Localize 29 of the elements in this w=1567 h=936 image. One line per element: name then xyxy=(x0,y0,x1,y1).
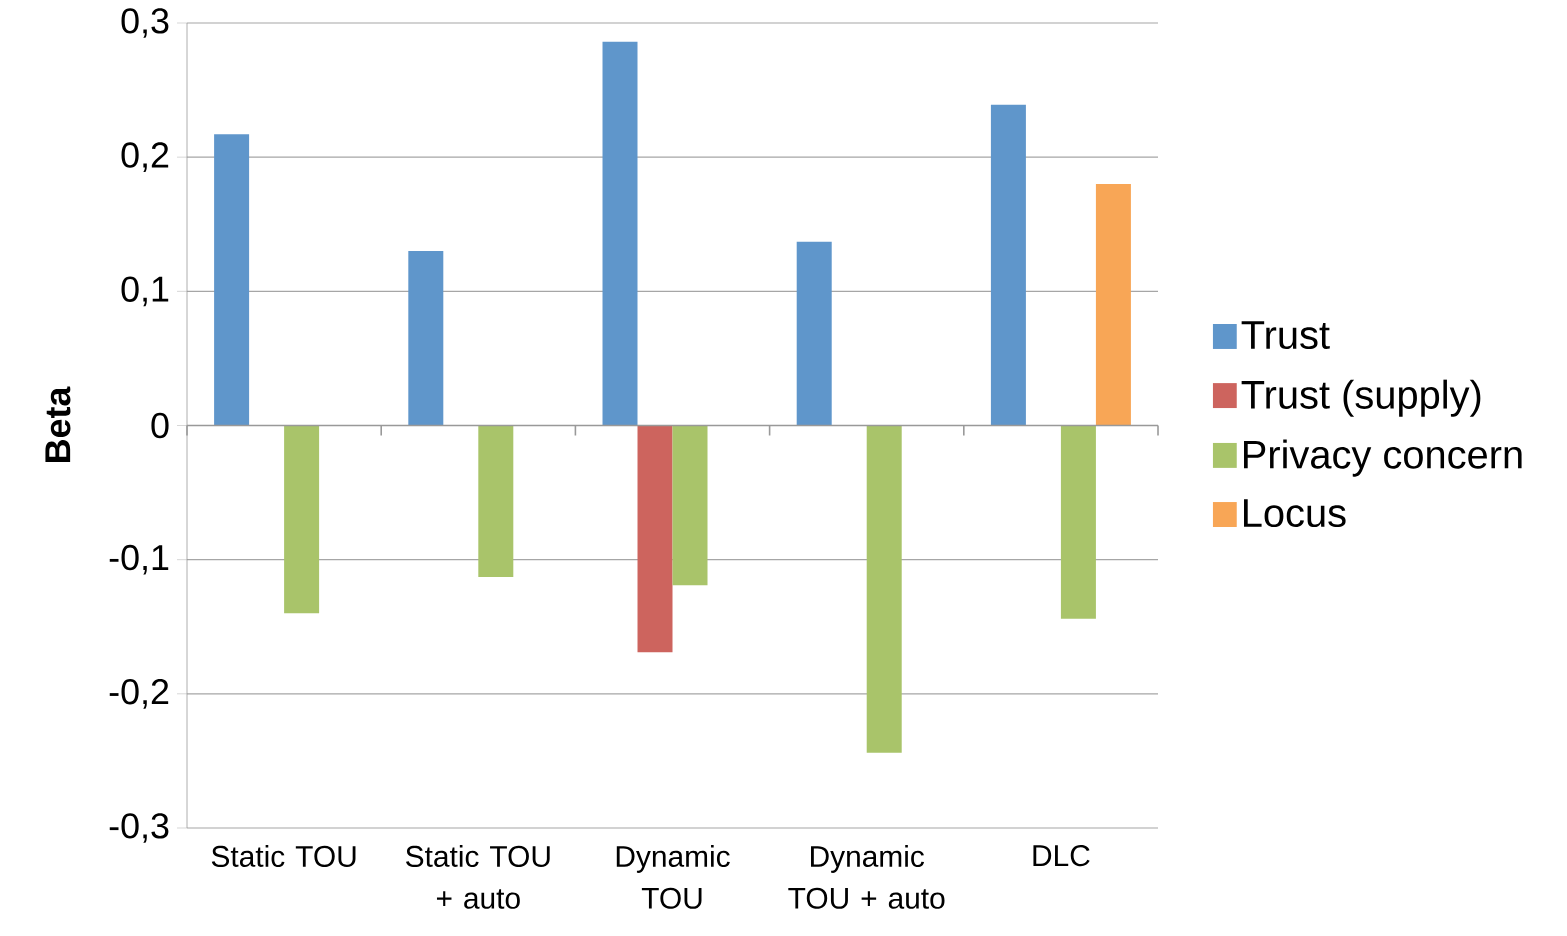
legend-label: Privacy concern xyxy=(1244,439,1522,477)
bar xyxy=(637,425,673,653)
bar xyxy=(990,104,1026,426)
x-tick-label: Static TOU xyxy=(211,845,356,867)
x-tick-label: Dynamic TOU xyxy=(616,845,730,909)
bar xyxy=(284,425,320,614)
x-tick-label: Dynamic TOU + auto xyxy=(788,845,945,909)
legend-label: Trust (supply) xyxy=(1241,379,1481,417)
y-tick-label: 0 xyxy=(151,412,169,439)
bar xyxy=(1095,184,1131,426)
bar xyxy=(408,251,444,426)
bar xyxy=(866,425,902,753)
legend-label: Trust xyxy=(1241,321,1330,350)
x-tick-label: DLC xyxy=(1033,845,1090,867)
legend-label: Locus xyxy=(1244,499,1346,528)
bar xyxy=(214,134,250,426)
bar xyxy=(796,241,832,426)
bar xyxy=(478,425,514,578)
bar xyxy=(672,425,708,586)
bar xyxy=(602,41,638,426)
y-tick-label: -0,3 xyxy=(109,813,169,843)
y-tick-label: 0,1 xyxy=(121,276,169,307)
y-tick-label: 0,2 xyxy=(121,142,169,172)
y-tick-label: -0,1 xyxy=(109,544,169,575)
y-tick-label: 0,3 xyxy=(121,8,169,38)
bar xyxy=(1060,425,1096,619)
x-tick-label: Static TOU + auto xyxy=(406,845,550,909)
y-axis-title: Beta xyxy=(45,386,71,462)
y-tick-label: -0,2 xyxy=(109,679,169,709)
